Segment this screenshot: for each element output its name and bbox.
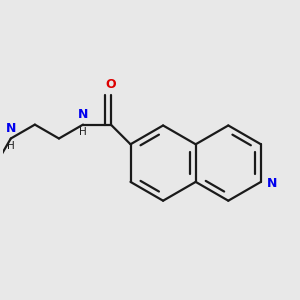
Text: H: H [79,127,87,137]
Text: O: O [106,78,116,91]
Text: N: N [78,108,88,121]
Text: N: N [6,122,16,135]
Text: H: H [7,141,15,151]
Text: N: N [267,177,277,190]
